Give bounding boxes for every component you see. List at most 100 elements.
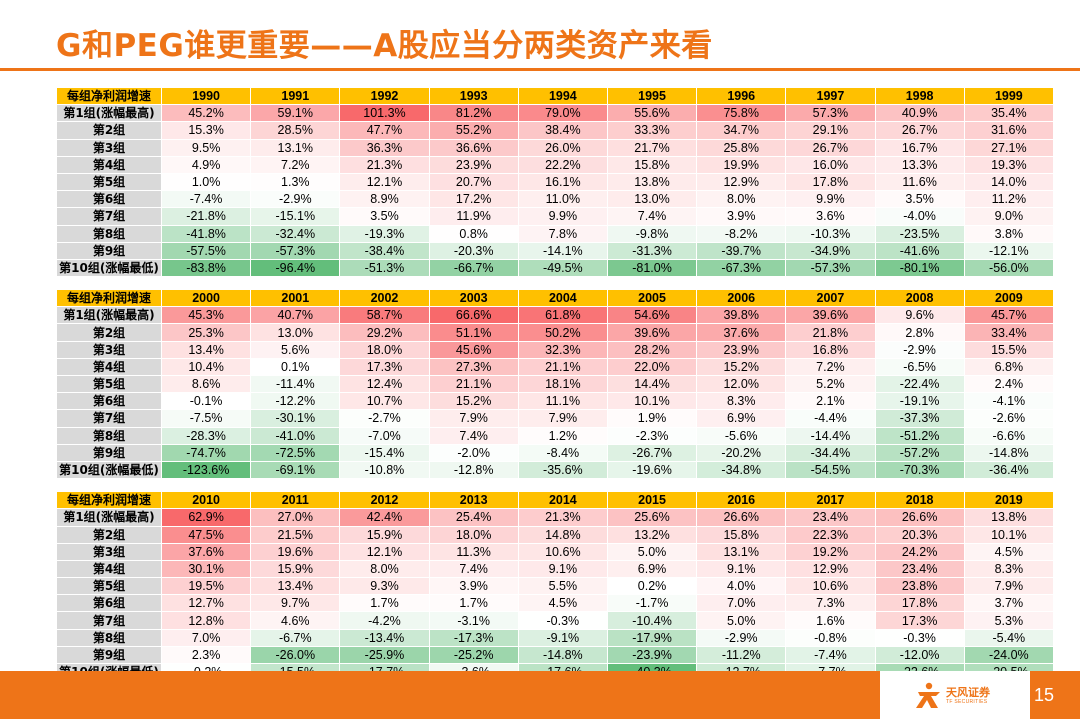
growth-cell: 9.6% (875, 306, 965, 325)
growth-cell: -31.3% (607, 242, 698, 260)
growth-cell: 39.6% (607, 323, 698, 342)
group-label: 第5组 (57, 577, 162, 596)
growth-cell: 26.7% (785, 139, 876, 157)
group-label: 第3组 (57, 139, 162, 157)
growth-cell: 29.1% (785, 121, 876, 140)
growth-cell: 3.8% (964, 225, 1055, 243)
table-row: 第9组 -74.7% -72.5% -15.4% -2.0% -8.4% -26.7% -20… (57, 444, 1055, 462)
growth-cell: -81.0% (607, 259, 698, 278)
growth-cell: -9.8% (607, 225, 698, 243)
growth-cell: 37.6% (161, 543, 252, 561)
growth-cell: 40.9% (875, 104, 965, 123)
growth-cell: 11.0% (518, 190, 608, 209)
header-row: 每组净利润增速 2000 2001 2002 2003 2004 2005 2006 2007 2… (57, 290, 1055, 308)
growth-cell: 10.1% (964, 526, 1055, 544)
growth-cell: -11.2% (696, 646, 787, 665)
year-header: 1992 (339, 88, 430, 106)
growth-cell: -6.7% (250, 629, 341, 647)
group-label: 第2组 (57, 526, 162, 544)
growth-cell: 7.8% (518, 225, 608, 243)
year-header: 2005 (607, 290, 698, 308)
growth-cell: 20.3% (875, 526, 965, 544)
growth-cell: 4.6% (250, 611, 341, 630)
growth-cell: 37.6% (696, 323, 787, 342)
growth-cell: 10.6% (518, 543, 608, 561)
growth-cell: 7.4% (429, 560, 519, 579)
growth-cell: -0.3% (518, 611, 608, 630)
growth-cell: 25.6% (607, 508, 698, 527)
growth-cell: -23.5% (875, 225, 965, 243)
table-row: 第7组 12.8% 4.6% -4.2% -3.1% -0.3% -10.4% 5.0% 1.6… (57, 611, 1055, 630)
year-header: 2018 (875, 492, 965, 510)
growth-cell: 5.3% (964, 611, 1055, 630)
growth-cell: -26.7% (607, 444, 698, 462)
growth-cell: 13.0% (250, 323, 341, 342)
growth-cell: 45.7% (964, 306, 1055, 325)
growth-cell: -20.3% (429, 242, 519, 260)
table-row: 第4组 4.9% 7.2% 21.3% 23.9% 22.2% 15.8% 19.9% 16.0… (57, 156, 1055, 174)
year-header: 1998 (875, 88, 965, 106)
growth-cell: 55.6% (607, 104, 698, 123)
growth-cell: 1.7% (429, 594, 519, 613)
growth-cell: 15.2% (696, 358, 787, 377)
growth-cell: 32.3% (518, 341, 608, 359)
growth-cell: 3.5% (339, 207, 430, 226)
table-row: 第6组 -7.4% -2.9% 8.9% 17.2% 11.0% 13.0% 8.0% 9.9%… (57, 190, 1055, 209)
growth-cell: 10.1% (607, 392, 698, 411)
year-header: 2003 (429, 290, 519, 308)
growth-cell: 18.1% (518, 375, 608, 394)
growth-cell: 11.6% (875, 173, 965, 192)
year-header: 1996 (696, 88, 787, 106)
table-row: 第5组 8.6% -11.4% 12.4% 21.1% 18.1% 14.4% 12.0% 5.… (57, 375, 1055, 394)
growth-cell: -41.8% (161, 225, 252, 243)
growth-cell: -5.4% (964, 629, 1055, 647)
table-row: 第4组 30.1% 15.9% 8.0% 7.4% 9.1% 6.9% 9.1% 12.9% 23… (57, 560, 1055, 579)
header-label: 每组净利润增速 (57, 88, 162, 106)
growth-cell: 47.5% (161, 526, 252, 544)
year-header: 2014 (518, 492, 608, 510)
table-row: 第8组 -28.3% -41.0% -7.0% 7.4% 1.2% -2.3% -5.6% -1… (57, 427, 1055, 445)
growth-cell: 23.9% (429, 156, 519, 174)
growth-cell: -32.4% (250, 225, 341, 243)
growth-cell: 21.5% (250, 526, 341, 544)
year-header: 2007 (785, 290, 876, 308)
growth-cell: -7.0% (339, 427, 430, 445)
growth-cell: -5.6% (696, 427, 787, 445)
growth-cell: 15.3% (161, 121, 252, 140)
growth-cell: 6.9% (607, 560, 698, 579)
growth-cell: 5.2% (785, 375, 876, 394)
growth-cell: -57.2% (875, 444, 965, 462)
growth-cell: 14.4% (607, 375, 698, 394)
group-label: 第8组 (57, 225, 162, 243)
growth-cell: -4.0% (875, 207, 965, 226)
group-label: 第6组 (57, 190, 162, 209)
growth-cell: 3.9% (429, 577, 519, 596)
growth-cell: 9.1% (518, 560, 608, 579)
growth-cell: 3.7% (964, 594, 1055, 613)
growth-cell: 12.1% (339, 173, 430, 192)
growth-cell: 36.3% (339, 139, 430, 157)
growth-cell: 47.7% (339, 121, 430, 140)
growth-cell: -2.9% (875, 341, 965, 359)
growth-cell: 12.9% (785, 560, 876, 579)
growth-cell: 9.9% (518, 207, 608, 226)
table-row: 第1组(涨幅最高) 62.9% 27.0% 42.4% 25.4% 21.3% 25.6% 2… (57, 508, 1055, 527)
growth-cell: -12.0% (875, 646, 965, 665)
group-label: 第2组 (57, 121, 162, 140)
growth-cell: 55.2% (429, 121, 519, 140)
growth-cell: 66.6% (429, 306, 519, 325)
year-header: 2015 (607, 492, 698, 510)
year-header: 1995 (607, 88, 698, 106)
year-header: 2013 (429, 492, 519, 510)
growth-cell: -70.3% (875, 461, 965, 480)
table-row: 第6组 -0.1% -12.2% 10.7% 15.2% 11.1% 10.1% 8.3% 2.… (57, 392, 1055, 411)
growth-cell: -25.9% (339, 646, 430, 665)
growth-cell: 59.1% (250, 104, 341, 123)
group-label: 第1组(涨幅最高) (57, 508, 162, 527)
growth-cell: 4.5% (964, 543, 1055, 561)
growth-cell: 4.0% (696, 577, 787, 596)
year-header: 2009 (964, 290, 1055, 308)
growth-cell: -67.3% (696, 259, 787, 278)
group-label: 第3组 (57, 341, 162, 359)
growth-cell: 12.8% (161, 611, 252, 630)
